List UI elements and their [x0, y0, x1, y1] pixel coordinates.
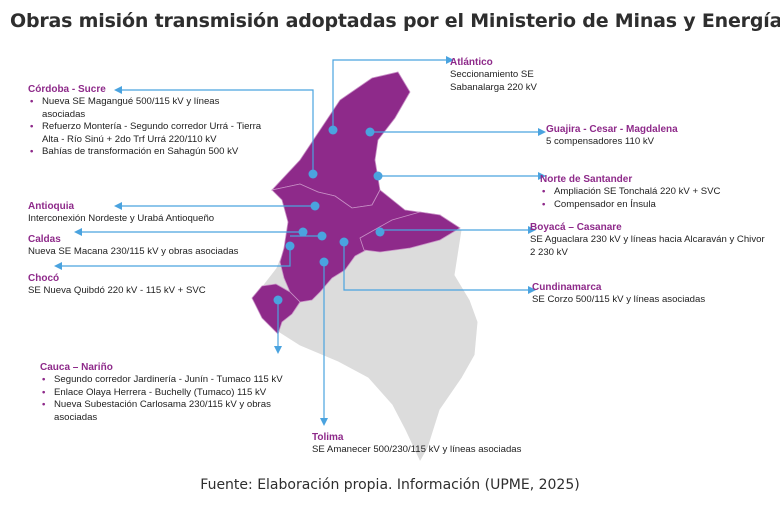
marker-cordoba: [308, 169, 318, 179]
line-cordoba: [120, 89, 314, 172]
region-name: Guajira - Cesar - Magdalena: [546, 124, 678, 135]
label-antioquia: Antioquia Interconexión Nordeste y Urabá…: [28, 201, 288, 226]
map-region-boyaca: [359, 211, 461, 253]
label-guajira: Guajira - Cesar - Magdalena 5 compensado…: [546, 124, 756, 149]
region-name: Antioquia: [28, 201, 75, 212]
label-cundinamarca: Cundinamarca SE Corzo 500/115 kV y línea…: [532, 282, 762, 307]
project-item: Segundo corredor Jardinería - Junín - Tu…: [42, 374, 290, 387]
arrow-choco: [54, 262, 62, 270]
project-desc: SE Corzo 500/115 kV y líneas asociadas: [532, 294, 706, 306]
marker-guajira: [365, 127, 375, 137]
project-item: Bahías de transformación en Sahagún 500 …: [30, 146, 263, 159]
project-item: Nueva SE Magangué 500/115 kV y líneas as…: [30, 96, 263, 121]
arrow-boyaca: [528, 226, 536, 234]
label-caldas: Caldas Nueva SE Macana 230/115 kV y obra…: [28, 234, 288, 259]
marker-cundinamarca: [339, 237, 349, 247]
marker-antioquia: [310, 201, 320, 211]
label-norte-santander: Norte de Santander Ampliación SE Tonchal…: [540, 174, 760, 212]
arrow-antioquia: [114, 202, 122, 210]
region-name: Cauca – Nariño: [40, 362, 113, 373]
region-name: Atlántico: [450, 57, 493, 68]
line-choco: [60, 246, 291, 267]
project-desc: Seccionamiento SE Sabanalarga 220 kV: [450, 69, 537, 93]
region-name: Chocó: [28, 273, 60, 284]
region-name: Cundinamarca: [532, 282, 602, 293]
project-desc: SE Aguaclara 230 kV y líneas hacia Alcar…: [530, 234, 765, 258]
line-cundinamarca: [343, 240, 530, 291]
marker-santander: [373, 171, 383, 181]
label-choco: Chocó SE Nueva Quibdó 220 kV - 115 kV + …: [28, 273, 268, 298]
project-list: Ampliación SE Tonchalá 220 kV + SVC Comp…: [540, 186, 760, 211]
marker-boyaca: [375, 227, 385, 237]
marker-caldas: [298, 227, 308, 237]
marker-tolima: [319, 257, 329, 267]
arrow-caldas: [74, 228, 82, 236]
marker-cauca: [273, 295, 283, 305]
project-desc: SE Amanecer 500/230/115 kV y líneas asoc…: [312, 444, 522, 456]
arrow-santander: [538, 172, 546, 180]
arrow-guajira: [538, 128, 546, 136]
label-tolima: Tolima SE Amanecer 500/230/115 kV y líne…: [312, 432, 522, 457]
arrow-cauca: [274, 346, 282, 354]
region-name: Boyacá – Casanare: [530, 222, 622, 233]
project-item: Nueva Subestación Carlosama 230/115 kV y…: [42, 399, 290, 424]
region-name: Norte de Santander: [540, 174, 633, 185]
line-atlantico: [332, 59, 448, 128]
project-list: Nueva SE Magangué 500/115 kV y líneas as…: [28, 96, 263, 158]
label-atlantico: Atlántico Seccionamiento SE Sabanalarga …: [450, 57, 590, 94]
label-cordoba-sucre: Córdoba - Sucre Nueva SE Magangué 500/11…: [28, 84, 263, 159]
project-item: Ampliación SE Tonchalá 220 kV + SVC: [542, 186, 760, 199]
project-desc: Nueva SE Macana 230/115 kV y obras asoci…: [28, 246, 239, 258]
marker-extra: [317, 231, 327, 241]
region-name: Tolima: [312, 432, 344, 443]
region-name: Caldas: [28, 234, 61, 245]
region-name: Córdoba - Sucre: [28, 84, 106, 95]
marker-choco: [285, 241, 295, 251]
label-boyaca-casanare: Boyacá – Casanare SE Aguaclara 230 kV y …: [530, 222, 765, 259]
arrow-cundinamarca: [528, 286, 536, 294]
marker-atlantico: [328, 125, 338, 135]
project-desc: 5 compensadores 110 kV: [546, 136, 655, 148]
project-desc: SE Nueva Quibdó 220 kV - 115 kV + SVC: [28, 285, 206, 297]
project-list: Segundo corredor Jardinería - Junín - Tu…: [40, 374, 290, 424]
map-region-andina: [271, 183, 441, 303]
arrow-tolima: [320, 418, 328, 426]
connector-lines: [60, 59, 540, 420]
project-item: Refuerzo Montería - Segundo corredor Urr…: [30, 121, 263, 146]
project-item: Compensador en Ínsula: [542, 199, 760, 212]
source-caption: Fuente: Elaboración propia. Información …: [200, 477, 580, 493]
arrow-cordoba: [114, 86, 122, 94]
arrowheads: [54, 56, 546, 426]
project-item: Enlace Olaya Herrera - Buchelly (Tumaco)…: [42, 387, 290, 400]
label-cauca-narino: Cauca – Nariño Segundo corredor Jardiner…: [40, 362, 290, 424]
page-title: Obras misión transmisión adoptadas por e…: [10, 10, 780, 32]
substation-markers: [273, 125, 385, 305]
project-desc: Interconexión Nordeste y Urabá Antioqueñ…: [28, 213, 215, 225]
map-region-sur: [251, 283, 301, 335]
arrow-atlantico: [446, 56, 454, 64]
